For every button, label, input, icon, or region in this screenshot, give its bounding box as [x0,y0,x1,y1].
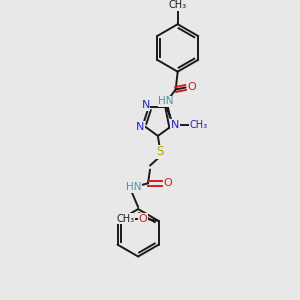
Text: N: N [171,120,179,130]
Text: O: O [164,178,172,188]
Text: CH₃: CH₃ [116,214,134,224]
Text: N: N [136,122,144,132]
Text: HN: HN [126,182,142,192]
Text: O: O [187,82,196,92]
Text: O: O [139,214,147,224]
Text: CH₃: CH₃ [190,120,208,130]
Text: HN: HN [158,96,174,106]
Text: N: N [142,100,150,110]
Text: S: S [156,145,164,158]
Text: CH₃: CH₃ [169,0,187,11]
